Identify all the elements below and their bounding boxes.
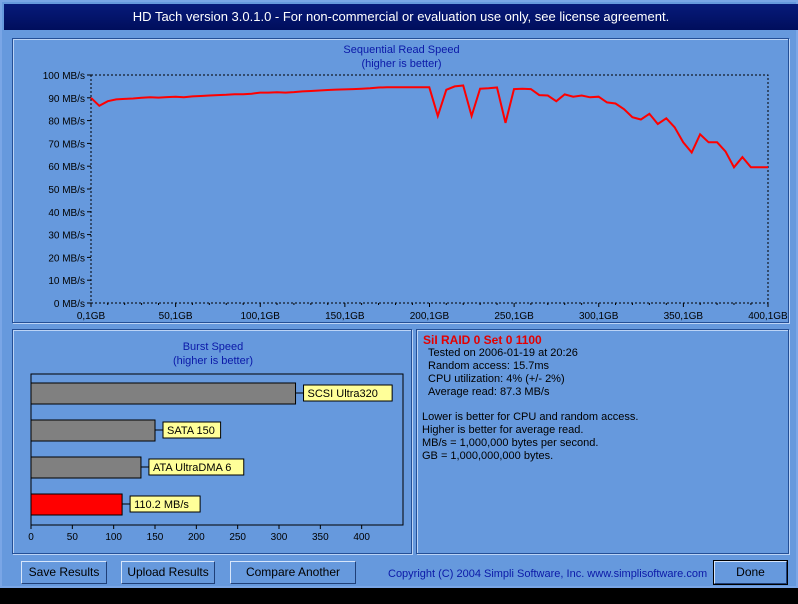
seq-x-tick-label: 200,1GB (410, 311, 450, 322)
burst-x-tick-label: 50 (67, 532, 79, 543)
burst-bar-label: 110.2 MB/s (134, 499, 189, 511)
seq-y-tick-label: 70 MB/s (48, 139, 85, 150)
save-results-button[interactable]: Save Results (21, 561, 107, 584)
burst-label-box (162, 421, 222, 439)
compare-another-drive-button[interactable]: Compare Another Drive (230, 561, 356, 600)
seq-y-tick-label: 90 MB/s (48, 94, 85, 105)
seq-chart-subtitle: (higher is better) (361, 58, 442, 70)
drive-name: SiI RAID 0 Set 0 1100 (423, 333, 542, 347)
burst-bar (30, 493, 123, 516)
seq-y-tick-label: 10 MB/s (48, 276, 85, 287)
note-higher-better: Higher is better for average read. (422, 424, 584, 436)
sequential-read-chart: 0 MB/s 10 MB/s 20 MB/s 30 MB/s 40 MB/s 50 MB/… (43, 71, 788, 322)
burst-chart-title: Burst Speed (182, 341, 244, 353)
results-info-panel: SiI RAID 0 Set 0 1100 Tested on 2006-01-… (416, 329, 789, 554)
seq-x-tick-label: 50,1GB (159, 311, 193, 322)
burst-x-tick-label: 250 (229, 532, 246, 543)
seq-x-tick-label: 250,1GB (494, 311, 534, 322)
seq-x-tick-label: 100,1GB (241, 311, 281, 322)
copyright-text: Copyright (C) 2004 Simpli Software, Inc.… (388, 568, 708, 580)
average-read-text: Average read: 87.3 MB/s (428, 386, 550, 398)
burst-x-tick-label: 100 (105, 532, 122, 543)
done-button[interactable]: Done (713, 560, 788, 585)
burst-label-box (129, 495, 201, 513)
cpu-utilization-text: CPU utilization: 4% (+/- 2%) (428, 373, 565, 385)
note-mbs-definition: MB/s = 1,000,000 bytes per second. (422, 437, 599, 449)
burst-label-box (148, 458, 245, 476)
burst-chart-subtitle: (higher is better) (172, 355, 254, 367)
burst-speed-chart: 0 50 100 150 200 250 300 350 400 SCSI Ultra320 SAT… (28, 373, 404, 543)
seq-y-tick-label: 40 MB/s (48, 208, 85, 219)
upload-results-button[interactable]: Upload Results (121, 561, 215, 584)
burst-x-tick-label: 200 (188, 532, 205, 543)
seq-y-tick-label: 80 MB/s (48, 117, 85, 128)
seq-read-line (90, 84, 768, 170)
hdtach-window: HD Tach version 3.0.1.0 - For non-commer… (0, 0, 798, 588)
seq-x-tick-label: 150,1GB (325, 311, 365, 322)
burst-bar (30, 382, 297, 405)
burst-bar-label: ATA UltraDMA 6 (153, 462, 231, 474)
burst-x-tick-label: 300 (271, 532, 288, 543)
random-access-text: Random access: 15.7ms (428, 360, 550, 372)
seq-x-tick-label: 300,1GB (579, 311, 619, 322)
note-lower-better: Lower is better for CPU and random acces… (422, 411, 639, 423)
burst-bar (30, 456, 142, 479)
burst-x-tick-label: 0 (28, 532, 34, 543)
burst-bar-label: SATA 150 (167, 425, 215, 437)
tested-on-text: Tested on 2006-01-19 at 20:26 (428, 347, 578, 359)
seq-y-tick-label: 30 MB/s (48, 231, 85, 242)
seq-y-tick-label: 60 MB/s (48, 162, 85, 173)
note-gb-definition: GB = 1,000,000,000 bytes. (422, 450, 554, 462)
burst-plot-frame (30, 373, 404, 526)
seq-y-tick-label: 100 MB/s (43, 71, 85, 82)
seq-y-tick-label: 0 MB/s (54, 299, 85, 310)
burst-bar (30, 419, 156, 442)
seq-x-tick-label: 0,1GB (77, 311, 106, 322)
seq-x-tick-label: 350,1GB (664, 311, 704, 322)
seq-plot-frame (90, 74, 769, 304)
seq-y-tick-label: 20 MB/s (48, 253, 85, 264)
burst-label-box (303, 384, 393, 402)
window-title: HD Tach version 3.0.1.0 - For non-commer… (4, 4, 798, 30)
sequential-read-panel: Sequential Read Speed (higher is better)… (12, 38, 789, 323)
burst-speed-panel: Burst Speed (higher is better) 0 50 100 150… (12, 329, 412, 554)
seq-chart-title: Sequential Read Speed (343, 44, 460, 56)
burst-bar-label: SCSI Ultra320 (308, 388, 378, 400)
seq-x-tick-label: 400,1GB (748, 311, 788, 322)
burst-x-tick-label: 150 (147, 532, 164, 543)
burst-x-tick-label: 400 (353, 532, 370, 543)
seq-y-tick-label: 50 MB/s (48, 185, 85, 196)
burst-x-tick-label: 350 (312, 532, 329, 543)
